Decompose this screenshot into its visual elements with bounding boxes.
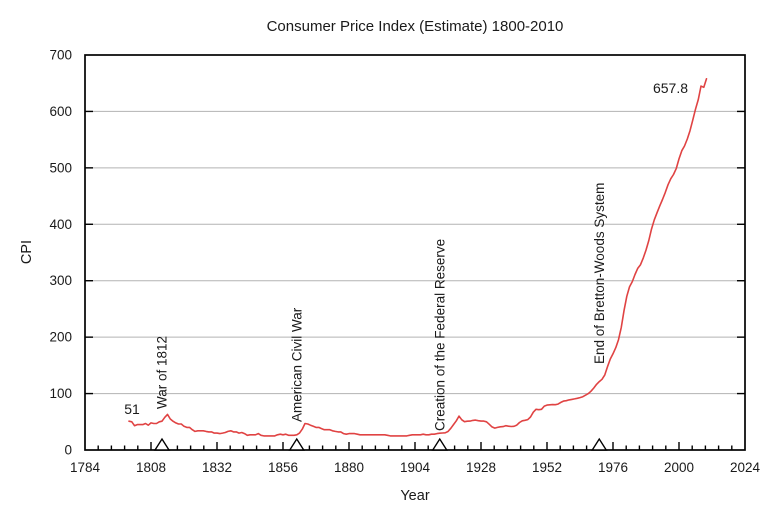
event-marker-1971 bbox=[590, 437, 608, 451]
x-tick-label-2024: 2024 bbox=[730, 460, 761, 475]
y-tick-label-100: 100 bbox=[49, 386, 72, 401]
y-tick-label-300: 300 bbox=[49, 273, 72, 288]
y-tick-label-200: 200 bbox=[49, 330, 72, 345]
x-tick-label-1808: 1808 bbox=[136, 460, 166, 475]
x-tick-label-1952: 1952 bbox=[532, 460, 562, 475]
x-tick-label-2000: 2000 bbox=[664, 460, 694, 475]
x-tick-label-1784: 1784 bbox=[70, 460, 101, 475]
point-label-657.8: 657.8 bbox=[653, 80, 688, 96]
plot-border bbox=[84, 54, 746, 451]
event-annotations: War of 1812 American Civil War Creation of… bbox=[124, 80, 688, 451]
event-marker-1913 bbox=[431, 437, 449, 451]
y-tick-label-500: 500 bbox=[49, 160, 72, 175]
event-label-1971: End of Bretton-Woods System bbox=[592, 183, 607, 364]
chart-title: Consumer Price Index (Estimate) 1800-201… bbox=[267, 18, 564, 35]
event-label-1861: American Civil War bbox=[289, 307, 304, 422]
event-marker-1812 bbox=[153, 437, 171, 451]
x-tick-label-1904: 1904 bbox=[400, 460, 431, 475]
x-tick-label-1976: 1976 bbox=[598, 460, 628, 475]
gridlines bbox=[85, 110, 745, 395]
y-tick-label-700: 700 bbox=[49, 48, 72, 63]
x-axis-title: Year bbox=[400, 488, 429, 504]
y-tick-label-0: 0 bbox=[64, 443, 72, 458]
x-tick-label-1856: 1856 bbox=[268, 460, 298, 475]
event-marker-1861 bbox=[288, 437, 306, 451]
axis-tick-labels: 0 100 200 300 400 500 600 700 1784 1808 1832 1856 18… bbox=[49, 48, 760, 476]
y-tick-label-400: 400 bbox=[49, 217, 72, 232]
cpi-line bbox=[128, 78, 708, 437]
x-tick-label-1832: 1832 bbox=[202, 460, 232, 475]
event-label-1913: Creation of the Federal Reserve bbox=[432, 239, 447, 431]
event-label-1812: War of 1812 bbox=[155, 336, 170, 409]
x-tick-label-1880: 1880 bbox=[334, 460, 364, 475]
x-tick-label-1928: 1928 bbox=[466, 460, 496, 475]
series-lines bbox=[128, 78, 708, 437]
y-tick-label-600: 600 bbox=[49, 104, 72, 119]
y-axis-title: CPI bbox=[19, 240, 35, 264]
point-label-51: 51 bbox=[124, 401, 140, 417]
